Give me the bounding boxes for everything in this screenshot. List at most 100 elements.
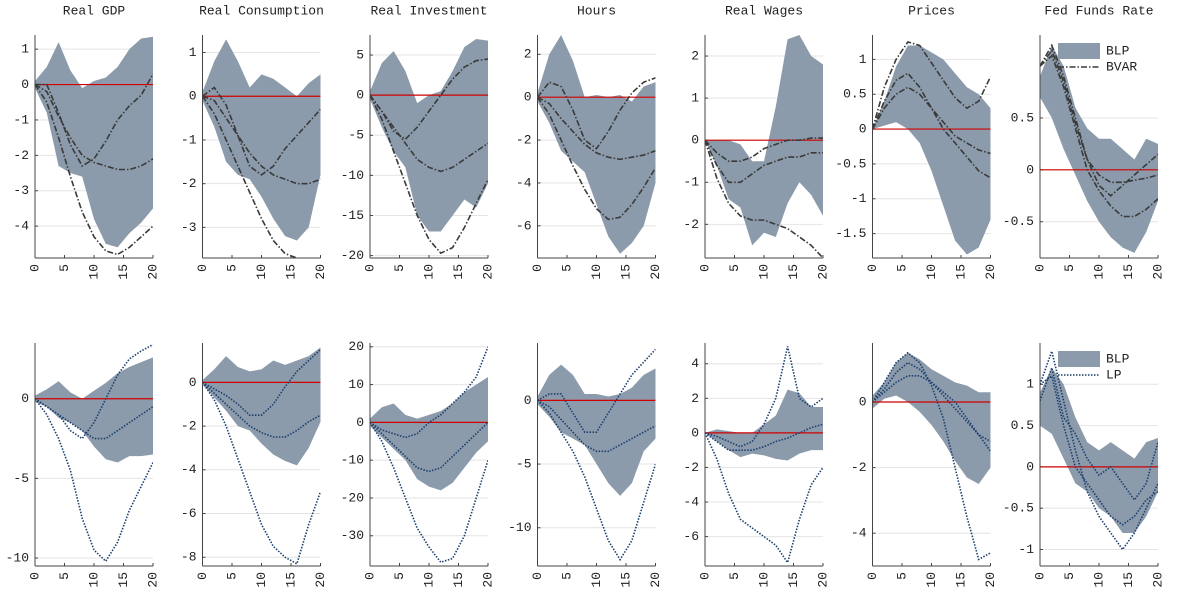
- x-tick-label: 20: [815, 264, 830, 280]
- x-tick-label: 10: [589, 264, 604, 280]
- x-tick-label: 15: [786, 572, 801, 588]
- line: [370, 421, 488, 473]
- x-tick-label: 10: [421, 264, 436, 280]
- y-tick-label: -30: [341, 528, 364, 543]
- line: [705, 137, 823, 163]
- band: [537, 364, 656, 496]
- line: [202, 95, 321, 185]
- y-tick-label: -2: [181, 419, 197, 434]
- x-tick-label: 20: [1150, 572, 1165, 588]
- x-tick-label: 20: [648, 572, 663, 588]
- x-tick-label: 0: [195, 572, 210, 580]
- line: [35, 73, 153, 168]
- y-tick-label: -15: [341, 208, 364, 223]
- band: [705, 35, 823, 246]
- y-tick-label: -1.5: [835, 226, 866, 241]
- legend-label: BLP: [1106, 43, 1130, 58]
- y-tick-label: 0: [21, 391, 29, 406]
- line: [872, 361, 991, 443]
- y-tick-label: -2: [683, 460, 699, 475]
- x-tick-label: 10: [756, 264, 771, 280]
- x-tick-label: 20: [983, 264, 998, 280]
- y-tick-label: -20: [341, 248, 364, 263]
- x-tick-label: 10: [1091, 264, 1106, 280]
- legend-label: BVAR: [1106, 59, 1137, 74]
- y-tick-label: -2: [181, 176, 197, 191]
- y-tick-label: -1: [181, 132, 197, 147]
- x-tick-label: 15: [116, 572, 131, 588]
- y-tick-label: 20: [348, 339, 364, 354]
- y-tick-label: -10: [341, 453, 364, 468]
- y-tick-label: 0: [691, 425, 699, 440]
- x-tick-label: 15: [953, 572, 968, 588]
- y-tick-label: 0: [691, 133, 699, 148]
- x-tick-label: 5: [894, 572, 909, 580]
- y-tick-label: 2: [691, 391, 699, 406]
- x-tick-label: 0: [362, 572, 377, 580]
- line: [872, 351, 991, 561]
- x-tick-label: 15: [283, 572, 298, 588]
- x-tick-label: 10: [589, 572, 604, 588]
- line: [537, 399, 656, 453]
- line: [705, 139, 823, 184]
- y-tick-label: -0.5: [1003, 214, 1034, 229]
- line: [202, 381, 321, 565]
- y-tick-label: -5: [13, 471, 29, 486]
- y-tick-label: -6: [516, 218, 532, 233]
- x-tick-label: 5: [224, 572, 239, 580]
- line: [872, 41, 991, 130]
- x-tick-label: 20: [648, 264, 663, 280]
- x-tick-label: 10: [421, 572, 436, 588]
- line: [35, 343, 153, 440]
- x-tick-label: 0: [865, 264, 880, 272]
- line: [537, 399, 656, 562]
- y-tick-label: -2: [683, 217, 699, 232]
- y-tick-label: 0: [356, 415, 364, 430]
- y-tick-label: -4: [181, 462, 197, 477]
- line: [537, 348, 656, 433]
- panel-title: Real Consumption: [199, 3, 324, 18]
- x-tick-label: 15: [1121, 572, 1136, 588]
- y-tick-label: 10: [348, 377, 364, 392]
- y-tick-label: 0: [524, 393, 532, 408]
- x-tick-label: 5: [727, 572, 742, 580]
- x-tick-label: 10: [86, 264, 101, 280]
- y-tick-label: -0.5: [835, 156, 866, 171]
- band: [370, 377, 488, 491]
- x-tick-label: 5: [57, 572, 72, 580]
- panel-title: Real GDP: [63, 3, 126, 18]
- panel-title: Hours: [577, 3, 616, 18]
- y-tick-label: 0.5: [843, 87, 866, 102]
- y-tick-label: 0: [524, 90, 532, 105]
- x-tick-label: 5: [559, 264, 574, 272]
- panel-title: Fed Funds Rate: [1044, 3, 1153, 18]
- y-tick-label: 4: [691, 356, 699, 371]
- x-tick-label: 0: [530, 572, 545, 580]
- line: [35, 83, 153, 171]
- x-tick-label: 20: [1150, 264, 1165, 280]
- y-tick-label: 0: [1026, 162, 1034, 177]
- legend-swatch: [1058, 43, 1100, 59]
- x-tick-label: 5: [894, 264, 909, 272]
- band: [35, 36, 153, 248]
- x-tick-label: 10: [254, 264, 269, 280]
- y-tick-label: 0: [356, 88, 364, 103]
- panel-title: Prices: [908, 3, 955, 18]
- x-tick-label: 15: [618, 572, 633, 588]
- x-tick-label: 0: [27, 572, 42, 580]
- x-tick-label: 0: [195, 264, 210, 272]
- y-tick-label: 1: [691, 91, 699, 106]
- band: [537, 35, 656, 254]
- panel-title: Real Investment: [370, 3, 487, 18]
- x-tick-label: 0: [1032, 264, 1047, 272]
- y-tick-label: -2: [13, 148, 29, 163]
- y-tick-label: -10: [508, 520, 531, 535]
- line: [370, 346, 488, 439]
- x-tick-label: 20: [480, 264, 495, 280]
- x-tick-label: 20: [313, 572, 328, 588]
- y-tick-label: -8: [181, 550, 197, 565]
- band: [202, 39, 321, 241]
- x-tick-label: 0: [362, 264, 377, 272]
- y-tick-label: -6: [181, 506, 197, 521]
